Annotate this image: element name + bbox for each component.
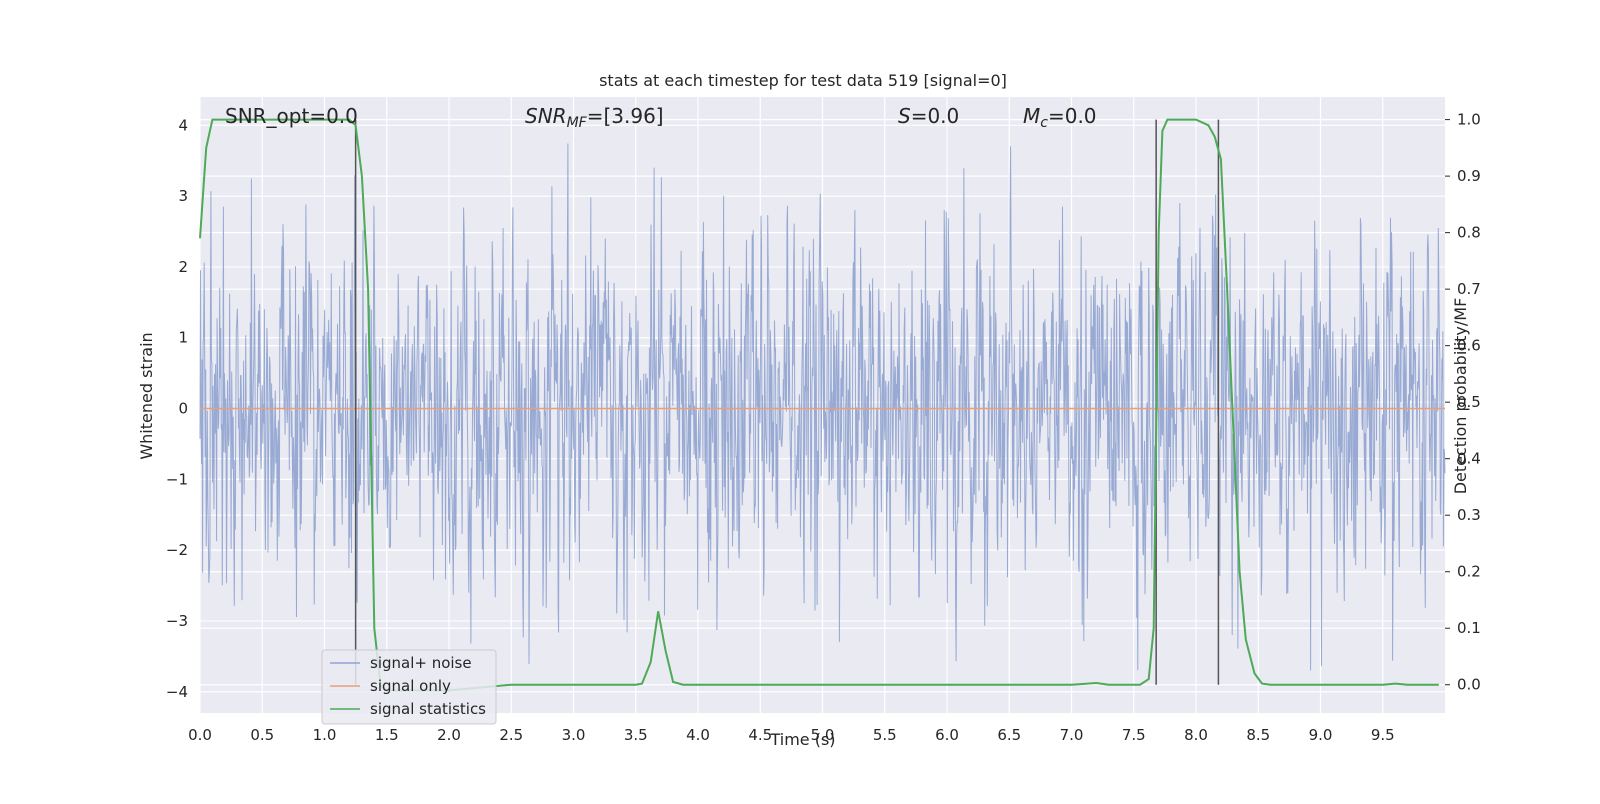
y-left-axis-label: Whitened strain [137,332,156,459]
legend-label-signal-noise: signal+ noise [370,654,472,672]
y-right-axis-ticks: 0.0 0.1 0.2 0.3 0.4 0.5 0.6 0.7 0.8 0.9 1.0 [1445,111,1481,694]
annotation-snr-opt: SNR_opt=0.0 [225,104,358,128]
x-tick-label: 5.0 [811,726,835,744]
y-left-tick-label: −1 [166,470,188,488]
x-tick-label: 4.0 [686,726,710,744]
annotation-snr-mf-main: SNR [525,104,567,128]
y-right-tick-label: 1.0 [1457,111,1481,129]
annotation-mc-var: M [1023,104,1040,128]
signal-statistics-line [199,118,1439,692]
x-tick-label: 7.0 [1060,726,1084,744]
y-right-tick-label: 0.6 [1457,337,1481,355]
x-tick-label: 8.5 [1246,726,1270,744]
y-left-tick-label: 0 [178,400,188,418]
chart-title: stats at each timestep for test data 519… [599,71,1007,90]
annotation-s: S=0.0 [898,104,959,128]
y-right-axis-label: Detection probability/MF [1451,298,1470,495]
y-left-tick-label: 4 [178,116,188,134]
legend-label-signal-statistics: signal statistics [370,700,486,718]
x-tick-label: 0.5 [250,726,274,744]
annotation-mc: Mc=0.0 [1023,104,1097,131]
x-tick-label: 3.0 [562,726,586,744]
x-tick-label: 9.0 [1309,726,1333,744]
legend-label-signal-only: signal only [370,677,451,695]
annotation-snr-mf: SNRMF=[3.96] [525,104,664,131]
y-right-tick-label: 0.5 [1457,393,1481,411]
x-tick-label: 1.5 [375,726,399,744]
x-tick-label: 1.0 [313,726,337,744]
annotation-snr-mf-value: =[3.96] [587,104,664,128]
x-tick-label: 6.0 [935,726,959,744]
y-right-tick-label: 0.7 [1457,280,1481,298]
y-left-tick-label: −2 [166,541,188,559]
grid-lines [199,97,1445,713]
y-left-axis-ticks: −4 −3 −2 −1 0 1 2 3 4 [166,116,188,700]
x-axis-ticks: 0.0 0.5 1.0 1.5 2.0 2.5 3.0 3.5 4.0 4.5 5.0 5.5 6.0 6… [188,726,1395,744]
annotation-s-value: =0.0 [911,104,960,128]
x-axis-label: Time (s) [769,730,835,749]
y-left-tick-label: 2 [178,258,188,276]
x-tick-label: 7.5 [1122,726,1146,744]
x-tick-label: 4.5 [748,726,772,744]
y-right-tick-label: 0.3 [1457,506,1481,524]
x-tick-label: 8.0 [1184,726,1208,744]
y-left-tick-label: −3 [166,612,188,630]
x-tick-label: 0.0 [188,726,212,744]
legend: signal+ noise signal only signal statist… [321,649,497,725]
series-signal-statistics [199,118,1439,692]
annotation-mc-value: =0.0 [1048,104,1097,128]
x-tick-label: 9.5 [1371,726,1395,744]
y-left-tick-label: 1 [178,329,188,347]
x-tick-label: 5.5 [873,726,897,744]
x-tick-label: 3.5 [624,726,648,744]
annotation-mc-sub: c [1040,115,1048,131]
plot-area [199,97,1446,713]
x-tick-label: 2.0 [437,726,461,744]
x-tick-label: 2.5 [499,726,523,744]
y-left-tick-label: −4 [166,683,188,701]
y-right-tick-label: 0.4 [1457,450,1481,468]
y-right-tick-label: 0.8 [1457,224,1481,242]
y-right-tick-label: 0.2 [1457,563,1481,581]
legend-box [321,649,497,725]
y-right-tick-label: 0.9 [1457,167,1481,185]
annotation-snr-mf-sub: MF [567,115,588,131]
x-tick-label: 6.5 [997,726,1021,744]
y-right-tick-label: 0.1 [1457,619,1481,637]
y-left-tick-label: 3 [178,187,188,205]
y-right-tick-label: 0.0 [1457,676,1481,694]
annotation-s-var: S [898,104,911,128]
